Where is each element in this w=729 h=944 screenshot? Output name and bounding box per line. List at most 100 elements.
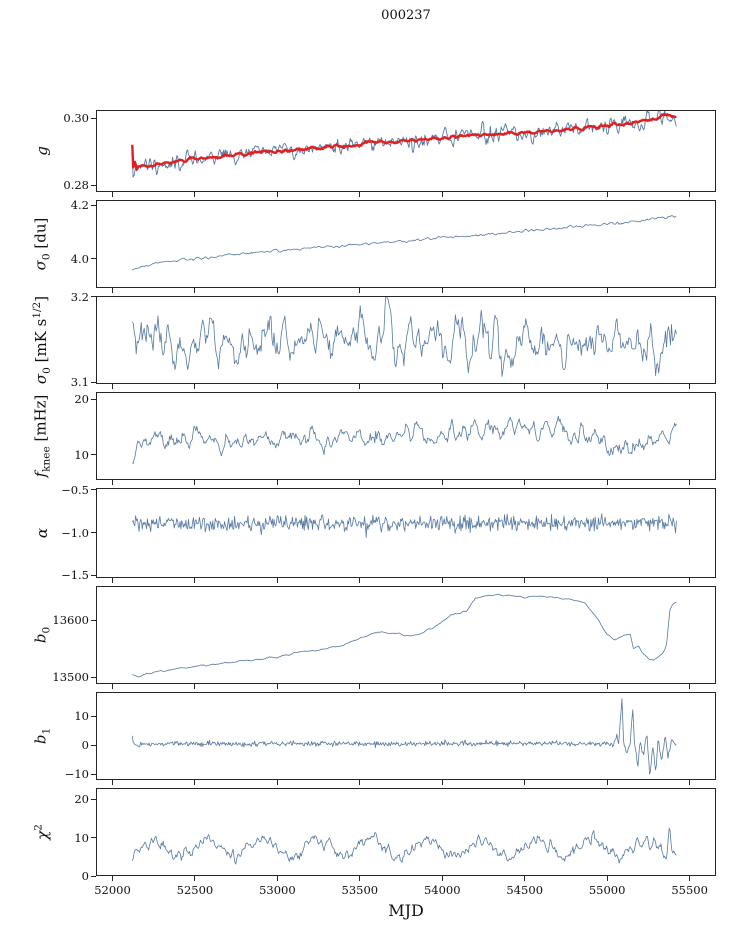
x-tick (606, 384, 608, 389)
y-tick-chi2 (91, 798, 96, 800)
y-tick-label-b0: 13500 (52, 670, 89, 685)
y-tick-label-sigma0-mk: 3.1 (70, 375, 89, 390)
x-tick (606, 780, 608, 785)
x-tick (689, 480, 691, 485)
x-tick (359, 480, 361, 485)
y-tick-label-b0: 13600 (52, 613, 89, 628)
x-tick (276, 578, 278, 583)
x-tick-label: 55500 (671, 883, 708, 897)
x-tick (111, 876, 113, 881)
panel-g-plot (131, 111, 677, 178)
x-tick (194, 578, 196, 583)
x-tick (111, 384, 113, 389)
x-tick (524, 192, 526, 197)
panel-g-frame (96, 110, 716, 192)
y-tick-sigma0-du (91, 204, 96, 206)
x-tick (441, 780, 443, 785)
x-tick (359, 384, 361, 389)
y-axis-label-g: g (33, 146, 51, 156)
y-tick-label-fknee: 10 (74, 447, 89, 462)
y-axis-label-sigma0-mk: σ0 [mK s1/2] (31, 295, 53, 385)
y-tick-label-alpha: −1.5 (61, 568, 89, 583)
panel-fknee-frame (96, 392, 716, 480)
x-tick (606, 876, 608, 881)
x-tick (359, 192, 361, 197)
y-tick-b0 (91, 676, 96, 678)
x-tick (194, 288, 196, 293)
x-tick (441, 578, 443, 583)
x-tick (441, 684, 443, 689)
x-tick (194, 876, 196, 881)
x-tick (441, 192, 443, 197)
y-tick-label-chi2: 0 (81, 869, 89, 883)
y-tick-b0 (91, 619, 96, 621)
y-tick-label-sigma0-mk: 3.2 (70, 289, 89, 304)
y-tick-label-b1: 0 (81, 738, 89, 753)
y-axis-label-fknee: fknee [mHz] (31, 394, 53, 478)
x-tick (606, 684, 608, 689)
x-tick (276, 780, 278, 785)
series-chi2 (131, 827, 677, 865)
x-tick (111, 780, 113, 785)
x-tick (276, 384, 278, 389)
y-tick-label-chi2: 20 (74, 792, 89, 807)
x-tick (111, 192, 113, 197)
y-tick-chi2 (91, 837, 96, 839)
x-tick (359, 684, 361, 689)
y-tick-label-alpha: −1.0 (61, 525, 89, 540)
x-tick (194, 192, 196, 197)
x-tick-label: 53500 (341, 883, 379, 897)
x-tick (276, 192, 278, 197)
panel-sigma0-mk-frame (96, 296, 716, 384)
y-tick-chi2 (91, 875, 96, 877)
y-axis-label-b1: b1 (31, 727, 53, 745)
x-tick (359, 780, 361, 785)
x-tick (194, 684, 196, 689)
panel-b0-plot (132, 593, 677, 678)
x-tick (441, 480, 443, 485)
series-b0 (132, 593, 677, 678)
series-b1 (131, 698, 677, 775)
series-g-raw (131, 111, 677, 178)
series-fknee (132, 415, 677, 464)
x-tick (524, 684, 526, 689)
y-axis-label-b0: b0 (31, 626, 53, 644)
panel-chi2-plot (131, 827, 677, 865)
x-tick (359, 288, 361, 293)
y-axis-label-alpha: α (33, 527, 51, 539)
y-tick-alpha (91, 532, 96, 534)
x-tick (111, 684, 113, 689)
x-tick (606, 192, 608, 197)
y-tick-label-sigma0-du: 4.0 (70, 251, 89, 266)
y-tick-b1 (91, 773, 96, 775)
x-tick (276, 684, 278, 689)
x-tick (276, 288, 278, 293)
x-tick (111, 480, 113, 485)
y-tick-b1 (91, 744, 96, 746)
panel-sigma0-du-frame (96, 200, 716, 288)
panel-b1-frame (96, 692, 716, 780)
y-tick-label-g: 0.28 (63, 178, 89, 193)
y-tick-alpha (91, 489, 96, 491)
x-tick (194, 384, 196, 389)
y-axis-label-sigma0-du: σ0 [du] (31, 217, 53, 271)
y-axis-label-chi2: χ2 (32, 824, 52, 840)
x-tick (524, 578, 526, 583)
x-tick-label: 55000 (588, 883, 626, 897)
x-tick-label: 53000 (259, 883, 296, 897)
x-tick (689, 384, 691, 389)
x-tick (524, 876, 526, 881)
x-tick-label: 52000 (94, 883, 131, 897)
panel-sigma0-mk-plot (131, 297, 677, 377)
x-tick-label: 54000 (423, 883, 461, 897)
series-alpha (131, 513, 677, 538)
panel-chi2-frame (96, 788, 716, 876)
x-axis-label: MJD (388, 901, 424, 920)
panel-alpha-frame (96, 488, 716, 578)
x-tick-label: 54500 (506, 883, 544, 897)
x-tick (606, 578, 608, 583)
x-tick (194, 480, 196, 485)
x-tick (606, 288, 608, 293)
y-tick-b1 (91, 715, 96, 717)
y-tick-fknee (91, 398, 96, 400)
